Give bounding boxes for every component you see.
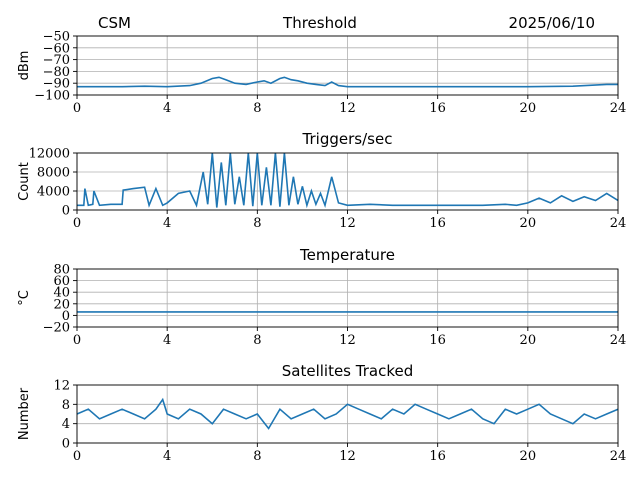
- y-tick-label: 8000: [37, 166, 70, 181]
- y-axis-label: dBm: [17, 51, 32, 81]
- chart-title: Triggers/sec: [302, 130, 393, 148]
- y-tick-label: −60: [43, 41, 70, 56]
- y-tick-label: 8: [62, 398, 70, 413]
- y-tick-label: −100: [34, 89, 70, 104]
- x-tick-label: 24: [610, 101, 627, 116]
- header-center: Threshold: [282, 14, 357, 32]
- chart-title: Temperature: [299, 246, 395, 264]
- x-tick-label: 8: [253, 333, 261, 348]
- y-tick-label: 4: [62, 417, 70, 432]
- charts: 0 4 8 12 16 20 24 −100−90−80−70−60−50 dBm 0 4 8 12 16…: [17, 30, 626, 465]
- x-tick-label: 12: [339, 101, 356, 116]
- series-line-1: [77, 153, 618, 209]
- x-tick-label: 16: [429, 449, 446, 464]
- y-axis-label: Count: [17, 162, 32, 201]
- y-tick-label: 80: [53, 263, 70, 278]
- y-tick-label: 0: [62, 204, 70, 219]
- y-tick-label: −70: [43, 53, 70, 68]
- x-tick-label: 20: [520, 449, 537, 464]
- y-tick-label: −20: [43, 321, 70, 336]
- x-tick-label: 8: [253, 101, 261, 116]
- y-tick-label: 40: [53, 286, 70, 301]
- y-tick-label: 4000: [37, 185, 70, 200]
- chart-panel-1: 0 4 8 12 16 20 24 −100−90−80−70−60−50 dBm: [17, 30, 626, 117]
- y-tick-label: 60: [53, 274, 70, 289]
- x-tick-label: 20: [520, 333, 537, 348]
- chart-panel-2: 0 4 8 12 16 20 24 0 4000 8000 12000 Triggers/sec Cou…: [17, 130, 626, 231]
- y-tick-label: −80: [43, 65, 70, 80]
- x-tick-label: 0: [73, 449, 81, 464]
- header-left: CSM: [98, 14, 131, 32]
- chart-panel-4: 0 4 8 12 16 20 24 0 4 8 12 Satellites Tracked Number: [17, 362, 626, 464]
- x-tick-label: 4: [163, 449, 171, 464]
- y-tick-label: 20: [53, 297, 70, 312]
- x-tick-label: 4: [163, 333, 171, 348]
- x-tick-label: 12: [339, 216, 356, 231]
- x-tick-label: 24: [610, 216, 627, 231]
- x-tick-label: 16: [429, 333, 446, 348]
- x-tick-label: 0: [73, 101, 81, 116]
- x-tick-label: 16: [429, 101, 446, 116]
- x-tick-label: 4: [163, 101, 171, 116]
- y-tick-label: −90: [43, 77, 70, 92]
- y-axis-label: °C: [17, 290, 32, 306]
- y-axis-label: Number: [17, 387, 32, 440]
- series-line-1: [77, 76, 618, 88]
- x-tick-label: 20: [520, 101, 537, 116]
- x-tick-label: 16: [429, 216, 446, 231]
- x-tick-label: 0: [73, 333, 81, 348]
- x-tick-label: 20: [520, 216, 537, 231]
- x-tick-label: 4: [163, 216, 171, 231]
- x-tick-label: 24: [610, 333, 627, 348]
- chart-title: Satellites Tracked: [282, 362, 413, 380]
- x-tick-label: 8: [253, 449, 261, 464]
- x-tick-label: 12: [339, 333, 356, 348]
- x-tick-label: 24: [610, 449, 627, 464]
- x-tick-label: 12: [339, 449, 356, 464]
- x-tick-label: 8: [253, 216, 261, 231]
- y-tick-label: 12: [53, 379, 70, 394]
- header-right: 2025/06/10: [509, 14, 595, 32]
- y-tick-label: 0: [62, 309, 70, 324]
- x-tick-label: 0: [73, 216, 81, 231]
- y-tick-label: −50: [43, 30, 70, 45]
- y-tick-label: 12000: [29, 147, 70, 162]
- y-tick-label: 0: [62, 437, 70, 452]
- series-line-1: [77, 397, 618, 430]
